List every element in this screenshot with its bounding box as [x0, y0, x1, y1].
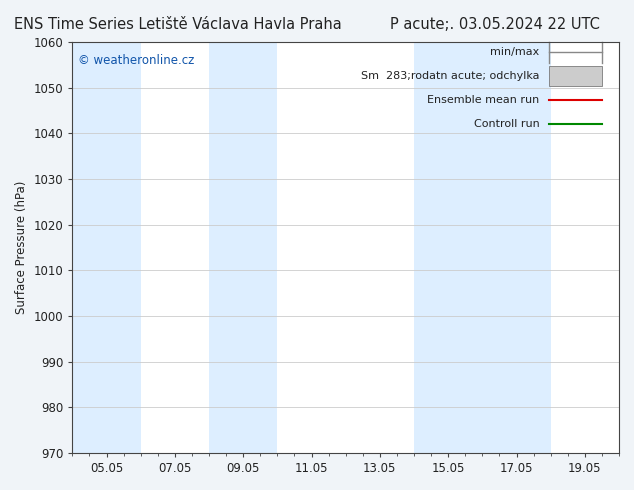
Y-axis label: Surface Pressure (hPa): Surface Pressure (hPa) [15, 181, 28, 314]
Bar [209, 42, 277, 453]
Text: Sm  283;rodatn acute; odchylka: Sm 283;rodatn acute; odchylka [361, 71, 540, 81]
Text: © weatheronline.cz: © weatheronline.cz [78, 54, 194, 68]
Text: Controll run: Controll run [474, 119, 540, 129]
Text: P acute;. 03.05.2024 22 UTC: P acute;. 03.05.2024 22 UTC [389, 17, 600, 32]
Text: ENS Time Series Letiště Václava Havla Praha: ENS Time Series Letiště Václava Havla Pr… [14, 17, 341, 32]
Bar [549, 66, 602, 86]
Bar [72, 42, 141, 453]
Text: Ensemble mean run: Ensemble mean run [427, 95, 540, 105]
Text: min/max: min/max [491, 48, 540, 57]
Bar [414, 42, 551, 453]
